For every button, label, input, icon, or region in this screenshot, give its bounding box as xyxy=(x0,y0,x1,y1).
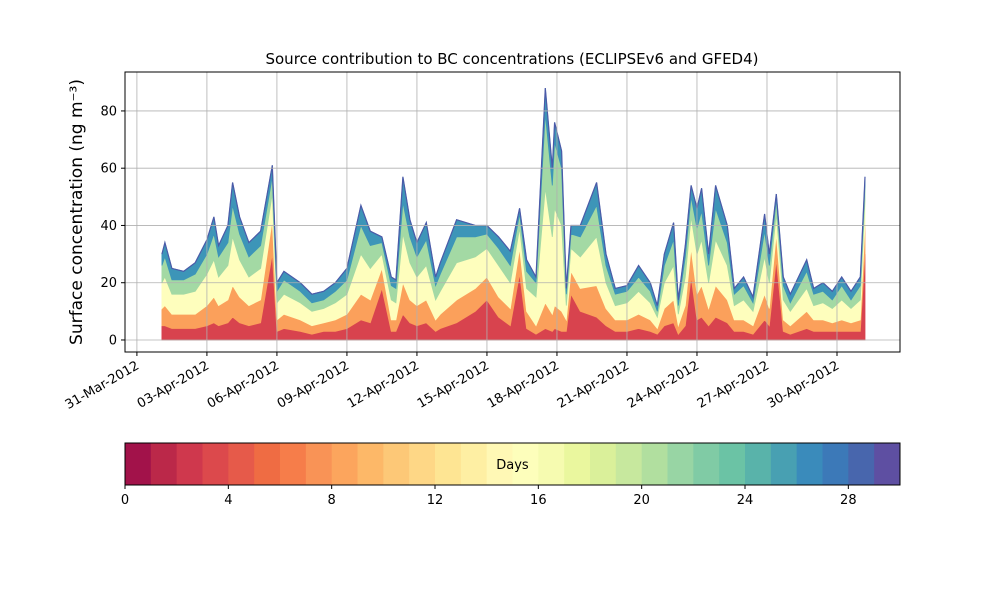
colorbar-tick-label: 12 xyxy=(427,493,444,508)
colorbar-swatch xyxy=(305,443,333,485)
x-tick-label: 18-Apr-2012 xyxy=(485,358,562,411)
x-tick-label: 15-Apr-2012 xyxy=(415,358,492,411)
colorbar-swatch xyxy=(564,443,591,485)
y-tick-label: 60 xyxy=(100,162,117,177)
colorbar-swatch xyxy=(693,443,720,485)
y-tick-label: 80 xyxy=(100,104,117,119)
colorbar-swatch xyxy=(667,443,694,485)
colorbar-swatch xyxy=(280,443,307,485)
colorbar-tick-label: 20 xyxy=(633,493,650,508)
colorbar-swatch xyxy=(125,443,152,485)
colorbar-swatch xyxy=(409,443,436,485)
top-outline xyxy=(161,87,866,306)
x-tick-label: 12-Apr-2012 xyxy=(345,358,422,411)
colorbar-swatch xyxy=(874,443,901,485)
colorbar-swatch xyxy=(770,443,798,485)
colorbar-tick-label: 4 xyxy=(224,493,232,508)
colorbar-swatch xyxy=(486,443,513,485)
colorbar-tick-label: 0 xyxy=(121,493,129,508)
colorbar-swatch xyxy=(228,443,255,485)
colorbar-swatch xyxy=(176,443,203,485)
x-tick-label: 24-Apr-2012 xyxy=(625,358,702,411)
x-tick-label: 31-Mar-2012 xyxy=(63,358,142,412)
x-tick-label: 03-Apr-2012 xyxy=(135,358,212,411)
colorbar-swatch xyxy=(202,443,229,485)
colorbar-swatch xyxy=(512,443,539,485)
x-tick-label: 30-Apr-2012 xyxy=(765,358,842,411)
colorbar-swatch xyxy=(796,443,823,485)
colorbar-tick-label: 16 xyxy=(530,493,547,508)
colorbar-swatch xyxy=(150,443,178,485)
colorbar-swatch xyxy=(615,443,643,485)
colorbar-tick-label: 28 xyxy=(840,493,857,508)
y-tick-label: 20 xyxy=(100,276,117,291)
x-tick-label: 27-Apr-2012 xyxy=(695,358,772,411)
colorbar-swatch xyxy=(719,443,746,485)
x-tick-label: 21-Apr-2012 xyxy=(555,358,632,411)
colorbar-swatch xyxy=(357,443,384,485)
colorbar-swatch xyxy=(383,443,410,485)
colorbar-swatch xyxy=(538,443,565,485)
colorbar-swatch xyxy=(460,443,488,485)
colorbar-tick-label: 24 xyxy=(737,493,754,508)
y-tick-label: 0 xyxy=(109,333,117,348)
chart-title: Source contribution to BC concentrations… xyxy=(265,50,758,68)
colorbar-label: Days xyxy=(496,458,529,473)
colorbar-swatch xyxy=(822,443,849,485)
colorbar-frame xyxy=(124,442,901,486)
colorbar-swatch xyxy=(590,443,617,485)
y-tick-label: 40 xyxy=(100,219,117,234)
colorbar-swatch xyxy=(331,443,358,485)
colorbar-swatch xyxy=(435,443,462,485)
colorbar-swatch xyxy=(641,443,668,485)
x-tick-label: 09-Apr-2012 xyxy=(275,358,352,411)
colorbar-swatch xyxy=(745,443,772,485)
colorbar-tick-label: 8 xyxy=(328,493,336,508)
colorbar-swatch xyxy=(848,443,875,485)
x-tick-label: 06-Apr-2012 xyxy=(205,358,282,411)
plot-frame xyxy=(124,71,901,353)
y-axis-label: Surface concentration (ng m⁻³) xyxy=(67,79,87,345)
colorbar-swatch xyxy=(254,443,281,485)
